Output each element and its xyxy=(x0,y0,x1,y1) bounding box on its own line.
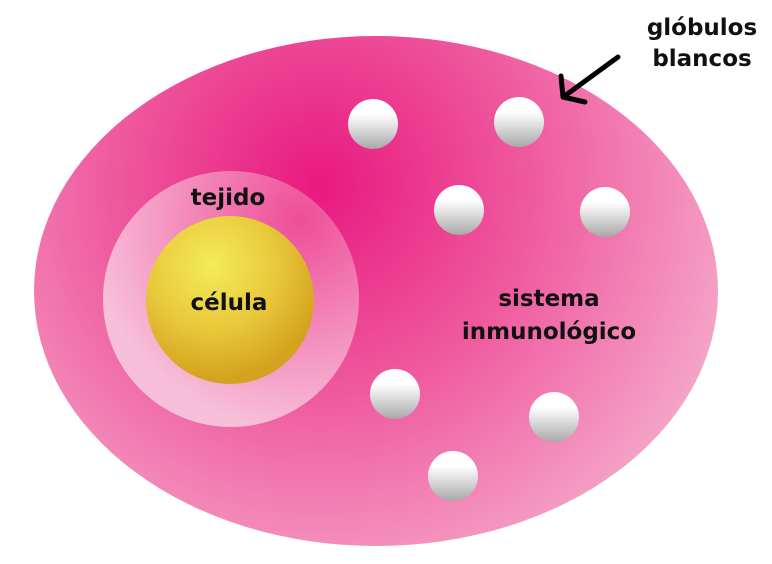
white-blood-cell-icon xyxy=(348,99,398,149)
cell-label: célula xyxy=(191,290,268,316)
white-blood-cell-icon xyxy=(428,451,478,501)
white-blood-cell-icon xyxy=(370,369,420,419)
white-blood-cell-icon xyxy=(434,185,484,235)
arrow-icon xyxy=(558,54,621,105)
immune-system-label-line2: inmunológico xyxy=(462,319,636,345)
white-blood-cell-icon xyxy=(494,97,544,147)
tissue-label: tejido xyxy=(191,185,266,211)
white-blood-cell-icon xyxy=(580,187,630,237)
white-blood-cells-label-line2: blancos xyxy=(652,46,751,72)
cell-circle xyxy=(146,216,314,384)
white-blood-cell-icon xyxy=(529,392,579,442)
immune-system-label-line1: sistema xyxy=(498,286,599,312)
white-blood-cells-label-line1: glóbulos xyxy=(647,15,757,41)
